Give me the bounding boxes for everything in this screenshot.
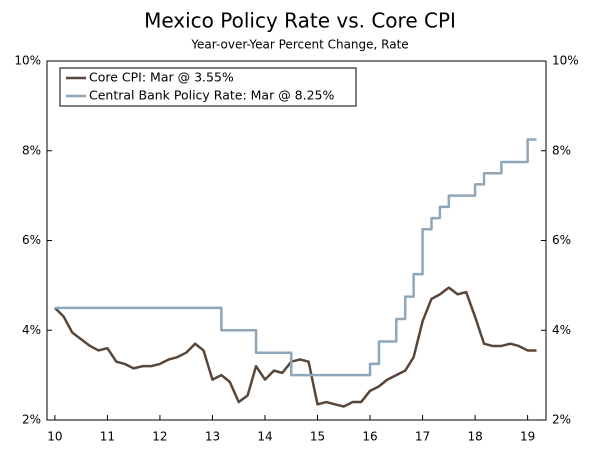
- series-line: [54, 138, 537, 377]
- x-tick-label: 13: [205, 430, 220, 444]
- series-line: [53, 286, 537, 408]
- y-tick-label: 10%: [14, 54, 41, 68]
- legend-box: [59, 67, 357, 107]
- chart-title: Mexico Policy Rate vs. Core CPI: [144, 9, 456, 33]
- x-tick-label: 10: [47, 430, 62, 444]
- x-tick-label: 17: [415, 430, 430, 444]
- y2-tick-label: 10%: [552, 54, 579, 68]
- x-tick-label: 19: [520, 430, 535, 444]
- x-tick-label: 18: [467, 430, 482, 444]
- chart-subtitle: Year-over-Year Percent Change, Rate: [190, 38, 408, 52]
- x-tick-label: 15: [310, 430, 325, 444]
- y2-tick-label: 2%: [552, 413, 571, 427]
- x-tick-label: 14: [257, 430, 272, 444]
- y-tick-label: 2%: [22, 413, 41, 427]
- y2-tick-label: 8%: [552, 143, 571, 157]
- y-tick-label: 6%: [22, 233, 41, 247]
- y-tick-label: 8%: [22, 143, 41, 157]
- y2-tick-label: 6%: [552, 233, 571, 247]
- y-tick-label: 4%: [22, 323, 41, 337]
- x-tick-label: 16: [362, 430, 377, 444]
- x-tick-label: 12: [152, 430, 167, 444]
- legend-label: Central Bank Policy Rate: Mar @ 8.25%: [89, 88, 334, 103]
- x-tick-label: 11: [100, 430, 115, 444]
- y2-tick-label: 4%: [552, 323, 571, 337]
- legend-label: Core CPI: Mar @ 3.55%: [89, 70, 234, 85]
- plot-frame: [46, 60, 547, 421]
